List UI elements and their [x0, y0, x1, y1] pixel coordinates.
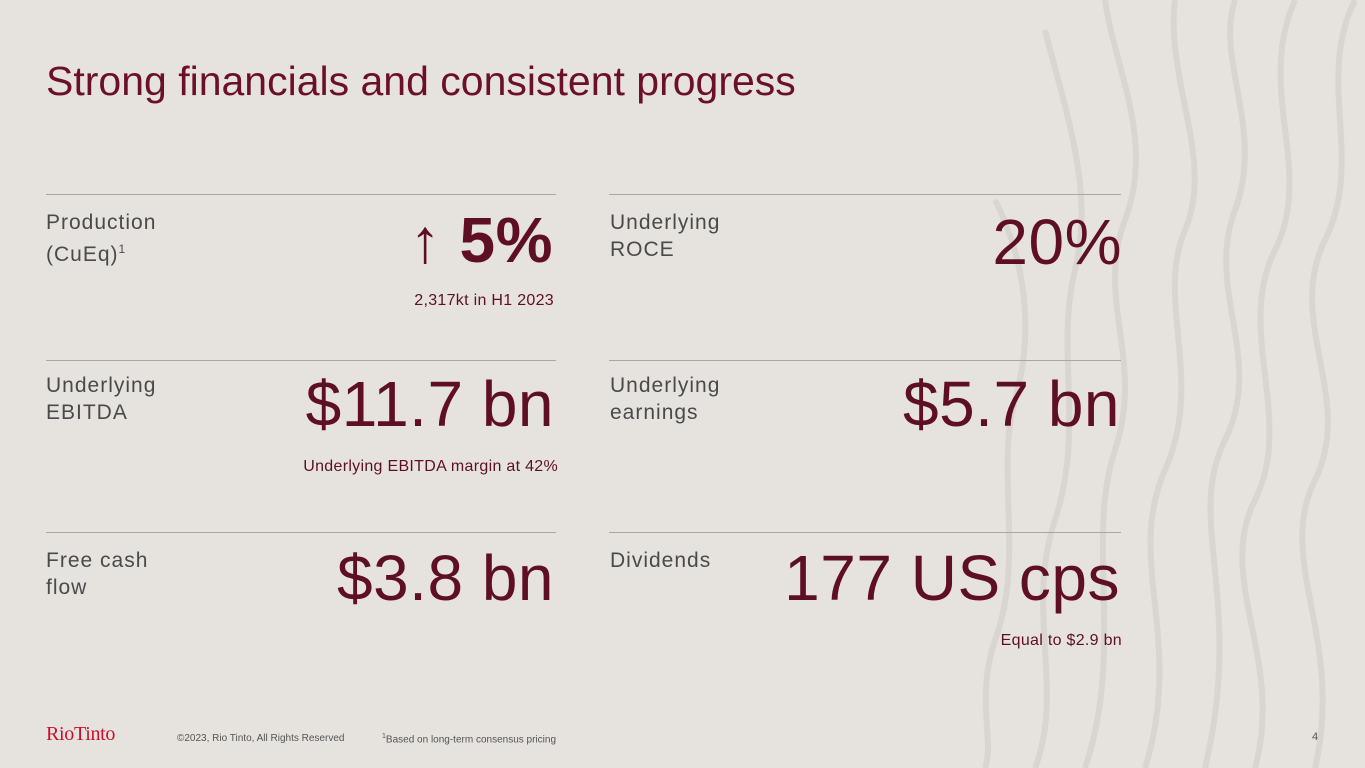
- production-label-line2: (CuEq)1: [46, 236, 156, 268]
- roce-label: Underlying ROCE: [610, 209, 720, 263]
- footnote-marker: 1: [118, 242, 126, 256]
- ebitda-sub: Underlying EBITDA margin at 42%: [303, 458, 558, 475]
- earnings-label: Underlying earnings: [610, 372, 720, 426]
- roce-label-line1: Underlying: [610, 211, 721, 234]
- fcf-label-line1: Free cash: [46, 549, 149, 572]
- footnote: 1Based on long-term consensus pricing: [382, 733, 556, 745]
- production-value-text: 5%: [459, 204, 553, 276]
- ebitda-value: $11.7 bn: [305, 368, 554, 440]
- dividends-label-line1: Dividends: [610, 549, 712, 572]
- divider-production: [46, 194, 556, 195]
- footnote-marker-footer: 1: [382, 733, 386, 740]
- ebitda-label: Underlying EBITDA: [46, 372, 156, 426]
- fcf-label-line2: flow: [46, 576, 88, 599]
- divider-dividends: [609, 532, 1121, 533]
- divider-earnings: [609, 360, 1121, 361]
- dividends-label: Dividends: [610, 547, 711, 574]
- rio-tinto-logo: RioTinto: [46, 723, 116, 745]
- earnings-label-line1: Underlying: [610, 374, 721, 397]
- divider-roce: [609, 194, 1121, 195]
- production-sub: 2,317kt in H1 2023: [414, 292, 554, 309]
- production-label: Production (CuEq)1: [46, 209, 156, 268]
- earnings-label-line2: earnings: [610, 401, 699, 424]
- fcf-value: $3.8 bn: [336, 542, 554, 614]
- dividends-sub: Equal to $2.9 bn: [1000, 632, 1122, 649]
- copyright-text: ©2023, Rio Tinto, All Rights Reserved: [177, 733, 345, 744]
- page-title: Strong financials and consistent progres…: [46, 58, 796, 104]
- divider-ebitda: [46, 360, 556, 361]
- arrow-up-icon: ↑: [409, 207, 442, 276]
- fcf-label: Free cash flow: [46, 547, 148, 601]
- earnings-value: $5.7 bn: [902, 368, 1120, 440]
- page-number: 4: [1312, 731, 1319, 743]
- contour-lines-decoration: [982, 0, 1358, 768]
- roce-label-line2: ROCE: [610, 238, 675, 261]
- ebitda-label-line1: Underlying: [46, 374, 157, 397]
- roce-value: 20%: [992, 206, 1122, 278]
- production-value: ↑ 5%: [410, 208, 553, 274]
- production-label-line1: Production: [46, 211, 157, 234]
- production-label-text: (CuEq): [46, 243, 119, 266]
- divider-fcf: [46, 532, 556, 533]
- footnote-text: Based on long-term consensus pricing: [385, 734, 556, 746]
- ebitda-label-line2: EBITDA: [46, 401, 128, 424]
- dividends-value: 177 US cps: [784, 542, 1120, 614]
